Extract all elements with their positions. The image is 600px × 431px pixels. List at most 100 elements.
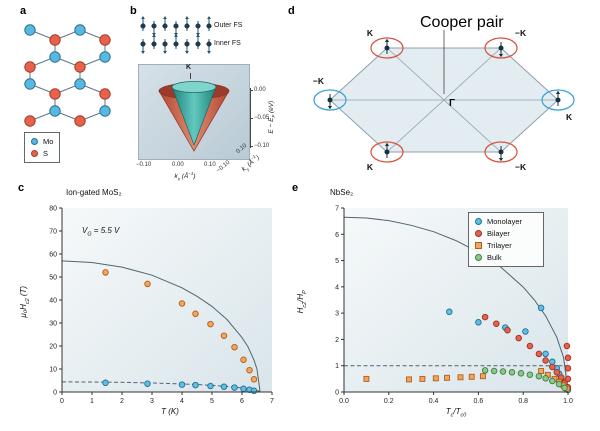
panel-c-xlabel: T (K) (161, 407, 179, 416)
data-point-out-of-plane-field-blue-circles (240, 385, 247, 393)
legend-item-mo: Mo (31, 137, 53, 146)
energy-tick-0: 0.00 (254, 87, 266, 93)
energy-tick-1: −0.05 (254, 115, 270, 121)
data-point-in-plane-field-orange-circles (144, 280, 151, 288)
data-point-out-of-plane-field-blue-circles (220, 383, 228, 390)
mo-atom (24, 24, 36, 36)
svg-text:10: 10 (49, 367, 57, 374)
cooper-pair-label: Cooper pair (420, 14, 504, 31)
svg-text:5: 5 (335, 258, 339, 265)
data-point-Monolayer (542, 350, 549, 358)
data-point-in-plane-field-orange-circles (231, 343, 238, 351)
data-point-Bilayer (515, 334, 522, 342)
spin-rows-diagram (140, 16, 212, 54)
data-point-in-plane-field-orange-circles (246, 366, 253, 374)
energy-tick-mark (250, 146, 253, 147)
s-atom (99, 34, 111, 46)
data-point-Bulk (499, 368, 507, 375)
energy-tick-2: −0.10 (254, 143, 270, 149)
spin-ellipse-red (370, 141, 404, 163)
panel-e-ylabel: Hc2/HP (296, 290, 308, 314)
panel-e-legend: Monolayer Bilayer Trilayer Bulk (468, 212, 544, 267)
chart-mos2-hc2: 0 1 2 3 4 5 6 7 0 10 20 30 40 50 60 70 80 (36, 202, 282, 414)
data-point-out-of-plane-field-blue-circles (250, 387, 258, 395)
spin-ellipse-red (484, 141, 518, 163)
svg-text:0: 0 (335, 390, 339, 397)
kx-tick-2: 0.10 (204, 162, 216, 168)
kx-axis-label: kx (Å−1) (174, 171, 196, 182)
band-cone-plot (158, 81, 230, 152)
data-point-Bilayer (504, 326, 511, 334)
valley-label: K (367, 162, 374, 172)
data-point-Bulk (561, 384, 568, 392)
svg-text:70: 70 (49, 229, 57, 236)
data-point-Bulk (508, 369, 516, 376)
valley-label: −K (313, 76, 325, 86)
trilayer-marker (475, 242, 482, 249)
data-point-Bilayer (564, 375, 572, 383)
data-point-Monolayer (522, 328, 529, 335)
s-atom (49, 88, 61, 100)
legend-item-bulk: Bulk (475, 253, 537, 262)
data-point-Monolayer (446, 308, 453, 316)
data-point-out-of-plane-field-blue-circles (102, 379, 109, 387)
data-point-Bulk (542, 375, 549, 382)
svg-text:60: 60 (49, 252, 57, 259)
bulk-marker (475, 254, 482, 261)
svg-text:40: 40 (49, 298, 57, 305)
kx-tick-1: 0.00 (172, 162, 184, 168)
data-point-Bilayer (535, 350, 543, 358)
panel-b-label: b (130, 5, 137, 17)
data-point-Bilayer (563, 342, 571, 350)
panel-d-label: d (288, 5, 295, 17)
data-point-Trilayer (406, 376, 412, 383)
valley-label: K (566, 112, 573, 122)
data-point-out-of-plane-field-blue-circles (231, 384, 238, 391)
valley-point (384, 149, 390, 155)
svg-text:0.0: 0.0 (339, 398, 349, 405)
data-point-Trilayer (363, 375, 370, 382)
data-point-Bulk (526, 371, 534, 378)
svg-text:7: 7 (270, 398, 274, 405)
mo-atom (49, 105, 61, 117)
data-point-Bilayer (481, 313, 489, 321)
data-point-Monolayer (537, 304, 545, 312)
inner-fs-label: Inner FS (214, 40, 241, 47)
mo-atom (74, 78, 86, 90)
gamma-point-label: Γ (449, 98, 456, 109)
data-point-Bulk (549, 377, 556, 385)
svg-text:6: 6 (240, 398, 244, 405)
brillouin-zone-diagram: K −K −K K K −K (313, 28, 575, 172)
data-point-out-of-plane-field-blue-circles (192, 381, 199, 389)
data-point-Bilayer (564, 354, 572, 362)
band-structure-box (138, 64, 250, 160)
svg-text:2: 2 (335, 337, 339, 344)
mo-label: Mo (43, 137, 54, 146)
data-point-in-plane-field-orange-circles (220, 332, 228, 339)
mo-atom (74, 24, 86, 36)
data-point-Trilayer (444, 374, 450, 381)
s-atom (74, 115, 86, 127)
spin-ellipse-blue (313, 89, 347, 111)
data-point-in-plane-field-orange-circles (192, 310, 199, 318)
data-point-out-of-plane-field-blue-circles (207, 382, 214, 390)
legend-item-trilayer: Trilayer (475, 241, 537, 250)
legend-item-bilayer: Bilayer (475, 229, 537, 238)
svg-text:0.8: 0.8 (518, 398, 528, 405)
data-point-Trilayer (432, 375, 439, 382)
data-point-Bulk (555, 380, 563, 388)
data-point-out-of-plane-field-blue-circles (178, 381, 186, 388)
svg-text:1: 1 (90, 398, 94, 405)
mo-atom (24, 78, 36, 90)
svg-text:2: 2 (120, 398, 124, 405)
svg-text:0.4: 0.4 (429, 398, 439, 405)
panel-a-legend: Mo S (24, 132, 61, 163)
data-point-Trilayer (457, 374, 464, 381)
data-point-Bulk (517, 370, 525, 377)
panel-c-annotation: VG = 5.5 V (82, 226, 120, 238)
outer-fs-label: Outer FS (214, 22, 243, 29)
data-point-Bulk (481, 367, 489, 374)
panel-e-label: e (292, 182, 299, 194)
spin-ellipse-red (484, 37, 518, 59)
